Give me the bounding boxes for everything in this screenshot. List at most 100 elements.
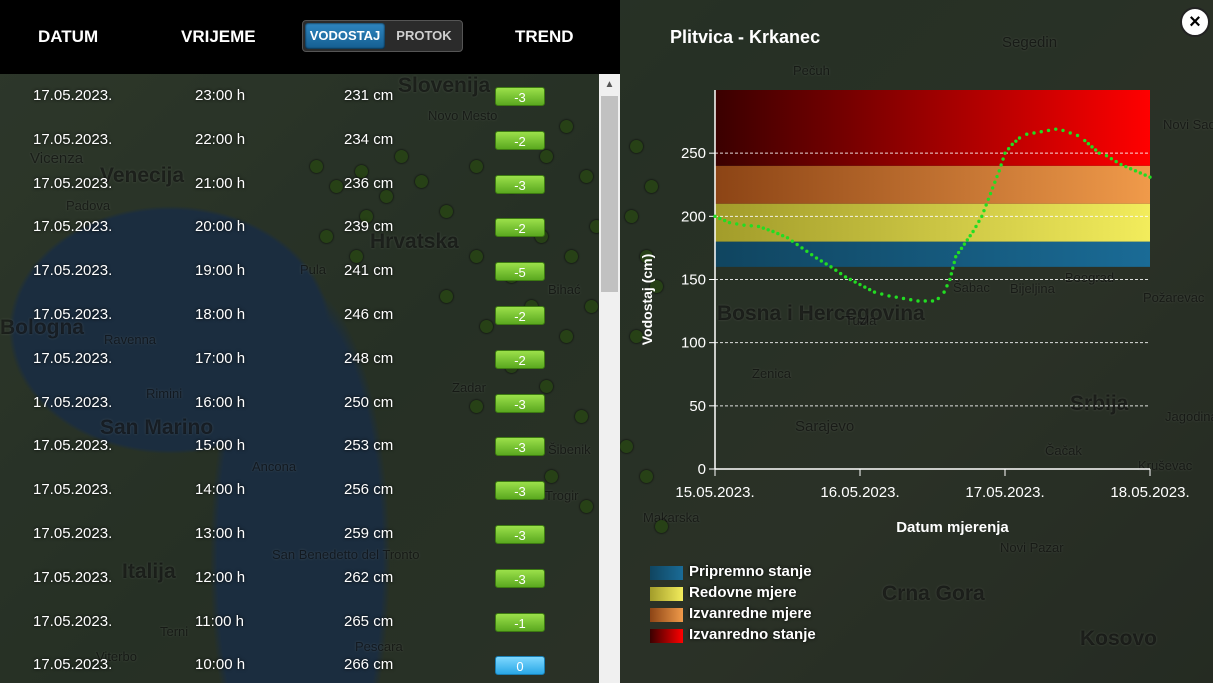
map-station-marker[interactable] [645,180,658,193]
map-station-marker[interactable] [415,175,428,188]
table-row: 17.05.2023. 10:00 h 266 cm 0 [0,643,599,683]
row-date: 17.05.2023. [33,481,113,499]
row-date: 17.05.2023. [33,87,113,104]
scroll-thumb[interactable] [601,96,618,292]
data-point [809,252,814,257]
map-label: Pula [300,262,327,277]
data-point [1010,142,1014,147]
map-station-marker[interactable] [380,190,393,203]
data-point [1114,159,1118,164]
data-point [984,203,988,207]
data-point [1133,169,1138,173]
toggle-flow[interactable]: PROTOK [396,28,452,43]
data-point [990,186,995,190]
y-tick-label: 100 [681,335,706,352]
legend-swatch [650,566,683,580]
map-label: Crna Gora [882,582,985,605]
map-station-marker[interactable] [480,320,493,333]
table-row: 17.05.2023. 14:00 h 256 cm -3 [0,468,599,512]
map-station-marker[interactable] [580,170,593,183]
map-label: Bosna i Hercegovina [717,302,925,325]
map-station-marker[interactable] [625,210,638,223]
map-label: Kosovo [1080,627,1158,650]
data-point [838,271,843,276]
data-point [829,265,833,269]
map-station-marker[interactable] [330,180,343,193]
legend-swatch [650,629,683,643]
row-water-level: 231 cm [344,87,394,104]
map-station-marker[interactable] [580,500,593,513]
map-station-marker[interactable] [540,150,553,163]
map-station-marker[interactable] [620,440,633,453]
map-station-marker[interactable] [650,280,663,293]
map-station-marker[interactable] [320,230,333,243]
map-label: Slovenija [398,74,491,97]
map-station-marker[interactable] [470,250,483,263]
data-point [971,229,975,234]
map-station-marker[interactable] [630,140,643,153]
data-point [1032,131,1036,135]
map-station-marker[interactable] [545,470,558,483]
map-station-marker[interactable] [350,250,363,263]
row-time: 16:00 h [195,393,246,411]
trend-badge: -3 [495,481,545,501]
scroll-up-icon[interactable]: ▲ [604,79,615,90]
data-point [785,236,790,240]
row-time: 12:00 h [195,568,246,586]
data-point [853,280,857,284]
map-label: Čačak [1045,443,1082,458]
data-point [1128,167,1133,171]
data-point [1124,164,1128,169]
map-station-marker[interactable] [540,380,553,393]
map-station-marker[interactable] [355,165,368,178]
row-time: 15:00 h [195,437,246,455]
map-station-marker[interactable] [585,300,598,313]
data-point [795,242,799,247]
row-time: 23:00 h [195,87,246,104]
toggle-water-level[interactable]: VODOSTAJ [305,23,385,49]
map-station-marker[interactable] [640,250,653,263]
map-station-marker[interactable] [560,330,573,343]
map-label: Novi Sad [1163,117,1213,132]
map-station-marker[interactable] [440,205,453,218]
table-scrollbar[interactable]: ▲ [599,74,620,683]
map-label: Šibenik [548,442,591,457]
data-point [982,208,986,213]
trend-badge: 0 [495,656,545,676]
row-water-level: 246 cm [344,306,394,323]
map-station-marker[interactable] [360,210,373,223]
map-station-marker[interactable] [560,120,573,133]
map-station-marker[interactable] [655,520,668,533]
map-label: Beograd [1065,270,1115,285]
data-point [986,197,991,201]
row-date: 17.05.2023. [33,568,113,586]
table-row: 17.05.2023. 23:00 h 231 cm -3 [0,74,599,118]
close-icon[interactable]: × [1180,7,1210,37]
data-point [909,298,913,302]
map-station-marker[interactable] [640,470,653,483]
map-label: Pescara [355,639,403,654]
water-level-chart: 0 50 100 150 200 250 15.05.2023. 16.05.2023. 17.… [639,90,1190,536]
row-water-level: 253 cm [344,437,394,455]
map-station-marker[interactable] [565,250,578,263]
data-point [1014,139,1018,143]
table-row: 17.05.2023. 18:00 h 246 cm -2 [0,293,599,337]
map-station-marker[interactable] [470,160,483,173]
row-water-level: 256 cm [344,481,394,499]
map-station-marker[interactable] [310,160,323,173]
trend-badge: -3 [495,87,545,106]
data-point [727,220,732,225]
map-station-marker[interactable] [440,290,453,303]
table-row: 17.05.2023. 21:00 h 236 cm -3 [0,162,599,206]
legend-swatch [650,587,683,601]
data-point [959,246,964,251]
map-station-marker[interactable] [575,410,588,423]
map-station-marker[interactable] [630,330,643,343]
data-point [942,290,946,294]
data-point [742,223,746,227]
data-point [894,295,898,299]
row-date: 17.05.2023. [33,218,113,236]
map-label: Novi Pazar [1000,540,1064,555]
map-station-marker[interactable] [395,150,408,163]
map-station-marker[interactable] [470,400,483,413]
